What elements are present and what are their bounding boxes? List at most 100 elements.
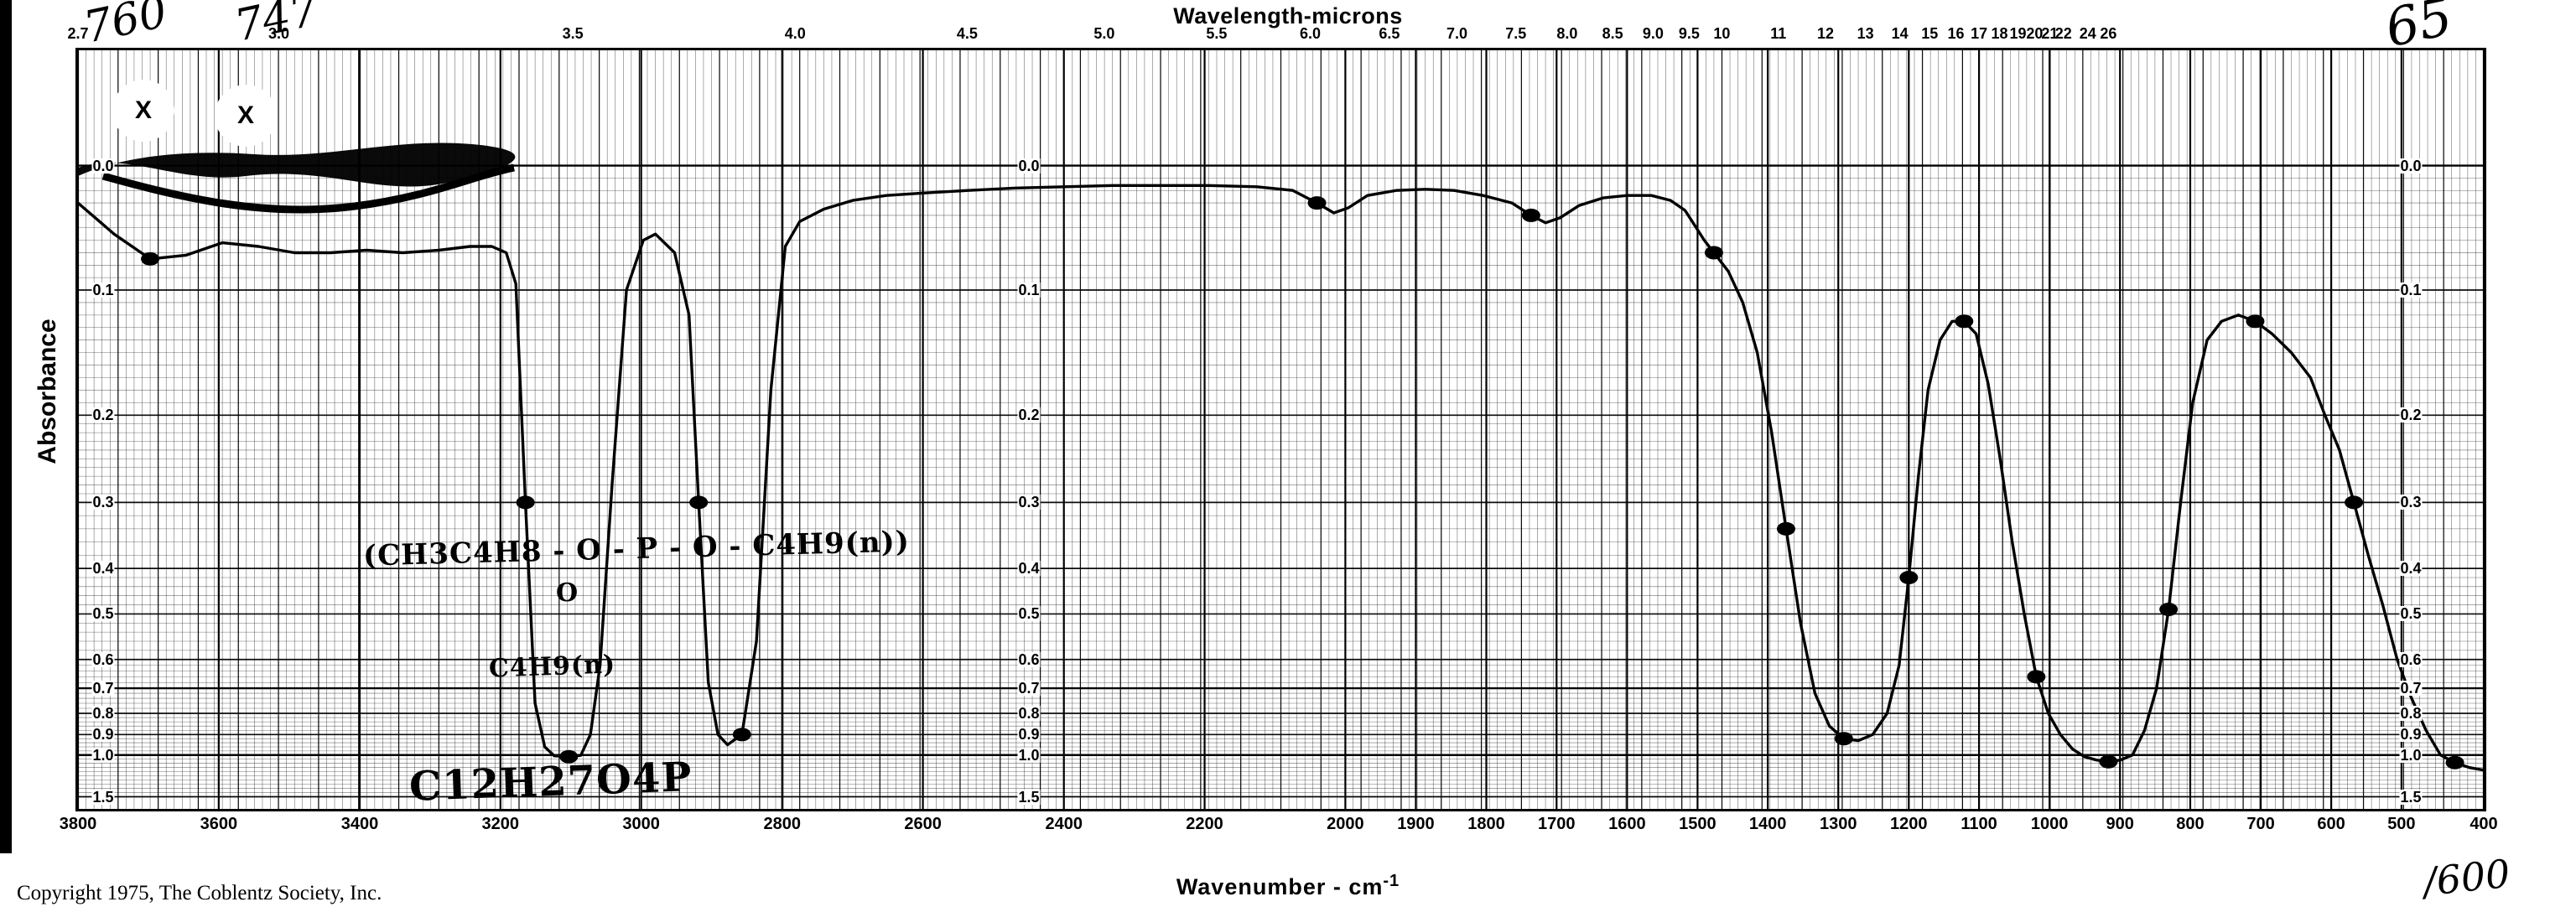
trace-ink-blob bbox=[1704, 246, 1723, 260]
bottom-tick-label: 2200 bbox=[1186, 815, 1223, 833]
absorbance-scale-label-centre: 1.0 bbox=[1017, 746, 1041, 764]
top-tick-label: 17 bbox=[1971, 25, 1988, 42]
bottom-axis-wavenumber-ticks: 3800 3600 3400 3200 3000 2800 2600 2400 2200 2000… bbox=[60, 815, 2498, 840]
absorbance-scale-label-centre: 0.7 bbox=[1017, 680, 1041, 697]
absorbance-scale-label-left: 0.2 bbox=[91, 407, 115, 424]
top-tick-label: 2.7 bbox=[67, 25, 89, 42]
copyright-notice: Copyright 1975, The Coblentz Society, In… bbox=[17, 882, 382, 904]
bottom-tick-label: 3000 bbox=[622, 815, 660, 833]
top-tick-label: 21 bbox=[2041, 25, 2059, 42]
trace-ink-blob bbox=[2445, 755, 2464, 770]
handwritten-formula-substituent-o: O bbox=[556, 578, 579, 608]
bottom-tick-label: 1800 bbox=[1467, 815, 1505, 833]
trace-ink-blob bbox=[516, 495, 535, 510]
trace-ink-blob bbox=[1521, 208, 1540, 222]
bottom-tick-label: 3400 bbox=[340, 815, 379, 833]
top-tick-label: 24 bbox=[2079, 25, 2096, 42]
trace-ink-blob bbox=[689, 495, 709, 510]
bottom-tick-label: 900 bbox=[2106, 815, 2134, 833]
absorbance-scale-label-right: 0.5 bbox=[2399, 605, 2423, 623]
absorbance-scale-label-right: 0.7 bbox=[2399, 680, 2423, 697]
top-tick-label: 20 bbox=[2026, 25, 2044, 42]
bottom-tick-label: 800 bbox=[2176, 815, 2205, 833]
top-tick-label: 3.5 bbox=[562, 25, 584, 42]
top-tick-label: 8.5 bbox=[1602, 25, 1623, 42]
top-tick-label: 8.0 bbox=[1556, 25, 1578, 42]
absorbance-scale-label-right: 0.1 bbox=[2399, 281, 2423, 298]
trace-ink-blob bbox=[2099, 754, 2118, 769]
trace-ink-blob bbox=[2027, 670, 2046, 684]
bottom-tick-label: 400 bbox=[2470, 815, 2498, 833]
page-title-wavelength: Wavelength-microns bbox=[1173, 3, 1403, 28]
left-black-margin-bar bbox=[0, 0, 12, 853]
absorbance-scale-label-centre: 0.9 bbox=[1017, 726, 1041, 744]
bottom-tick-label: 700 bbox=[2246, 815, 2275, 833]
top-tick-label: 14 bbox=[1891, 25, 1909, 42]
top-tick-label: 10 bbox=[1713, 25, 1731, 42]
top-tick-label: 12 bbox=[1817, 25, 1835, 42]
absorbance-scale-label-left: 0.1 bbox=[91, 281, 115, 298]
absorbance-scale-label-left: 0.9 bbox=[91, 726, 115, 744]
top-tick-label: 15 bbox=[1921, 25, 1939, 42]
top-tick-label: 13 bbox=[1857, 25, 1874, 42]
absorbance-scale-label-left: 0.5 bbox=[91, 605, 115, 623]
x-axis-label-wavenumber: Wavenumber - cm-1 bbox=[0, 872, 2576, 900]
trace-ink-blob bbox=[1834, 732, 1853, 746]
absorbance-scale-label-left: 0.7 bbox=[91, 680, 115, 697]
top-tick-label: 4.0 bbox=[784, 25, 806, 42]
top-axis-wavelength-ticks: 2.7 3.0 3.5 4.0 4.5 5.0 5.5 6.0 6.5 7.0 7.5 8.0 8.5 9… bbox=[67, 25, 2486, 49]
absorbance-scale-label-centre: 0.6 bbox=[1017, 650, 1041, 668]
absorbance-scale-label-right: 0.6 bbox=[2399, 650, 2423, 668]
bottom-tick-label: 2600 bbox=[904, 815, 942, 833]
bottom-tick-label: 1900 bbox=[1397, 815, 1435, 833]
bottom-tick-label: 2000 bbox=[1327, 815, 1364, 833]
absorbance-scale-label-right: 0.0 bbox=[2399, 157, 2423, 174]
bottom-tick-label: 1000 bbox=[2030, 815, 2069, 833]
top-tick-label: 4.5 bbox=[956, 25, 978, 42]
absorbance-scale-label-centre: 0.2 bbox=[1017, 407, 1041, 424]
top-tick-label: 3.0 bbox=[268, 25, 290, 42]
absorbance-scale-label-centre: 0.3 bbox=[1017, 494, 1041, 511]
top-tick-label: 5.0 bbox=[1093, 25, 1115, 42]
bottom-tick-label: 2800 bbox=[763, 815, 802, 833]
trace-ink-blob bbox=[2159, 602, 2179, 616]
bottom-tick-label: 1200 bbox=[1890, 815, 1928, 833]
handwritten-molecular-formula: C12H27O4P bbox=[408, 754, 693, 811]
absorbance-scale-label-centre: 0.4 bbox=[1017, 560, 1041, 578]
top-tick-label: 6.5 bbox=[1379, 25, 1400, 42]
bottom-tick-label: 600 bbox=[2317, 815, 2345, 833]
absorbance-scale-label-left: 0.4 bbox=[91, 560, 115, 578]
handwritten-ink-scrawl-2 bbox=[101, 163, 515, 214]
trace-ink-blob bbox=[732, 728, 751, 742]
trace-ink-blob bbox=[1899, 570, 1919, 584]
absorbance-scale-label-right: 0.2 bbox=[2399, 407, 2423, 424]
absorbance-scale-label-centre: 0.1 bbox=[1017, 281, 1041, 298]
absorbance-scale-label-left: 0.3 bbox=[91, 494, 115, 511]
top-tick-label: 7.0 bbox=[1446, 25, 1468, 42]
absorbance-scale-label-centre: 1.5 bbox=[1017, 788, 1041, 806]
absorbance-scale-label-right: 1.5 bbox=[2399, 788, 2423, 806]
bottom-tick-label: 3200 bbox=[481, 815, 520, 833]
absorbance-scale-label-right: 0.4 bbox=[2399, 560, 2423, 578]
handwritten-formula-substituent-c4h9: C4H9(n) bbox=[488, 650, 616, 684]
trace-ink-blob bbox=[141, 251, 160, 266]
absorbance-scale-label-right: 0.3 bbox=[2399, 494, 2423, 511]
absorbance-scale-label-left: 1.0 bbox=[91, 746, 115, 764]
top-tick-label: 11 bbox=[1770, 25, 1787, 42]
trace-ink-blob bbox=[559, 749, 579, 764]
absorbance-scale-label-right: 0.9 bbox=[2399, 726, 2423, 744]
absorbance-scale-label-left: 0.0 bbox=[91, 157, 115, 174]
trace-ink-blob bbox=[1955, 314, 1974, 329]
bottom-tick-label: 1600 bbox=[1608, 815, 1646, 833]
top-tick-label: 9.0 bbox=[1642, 25, 1664, 42]
top-tick-label: 9.5 bbox=[1678, 25, 1700, 42]
absorbance-scale-label-centre: 0.5 bbox=[1017, 605, 1041, 623]
spectrum-plot-area[interactable]: 0.0 0.1 0.2 0.3 0.4 0.5 0.6 0.7 0.8 0.9 1.0 1.5 0.0 0… bbox=[75, 48, 2486, 811]
absorbance-scale-label-left: 1.5 bbox=[91, 788, 115, 806]
bottom-tick-label: 1300 bbox=[1819, 815, 1857, 833]
spectrum-grid-and-trace bbox=[78, 50, 2484, 809]
bottom-tick-label: 1700 bbox=[1538, 815, 1576, 833]
bottom-tick-label: 1400 bbox=[1748, 815, 1787, 833]
x-marker-annotation-2: X bbox=[215, 85, 277, 147]
bottom-tick-label: 500 bbox=[2387, 815, 2416, 833]
